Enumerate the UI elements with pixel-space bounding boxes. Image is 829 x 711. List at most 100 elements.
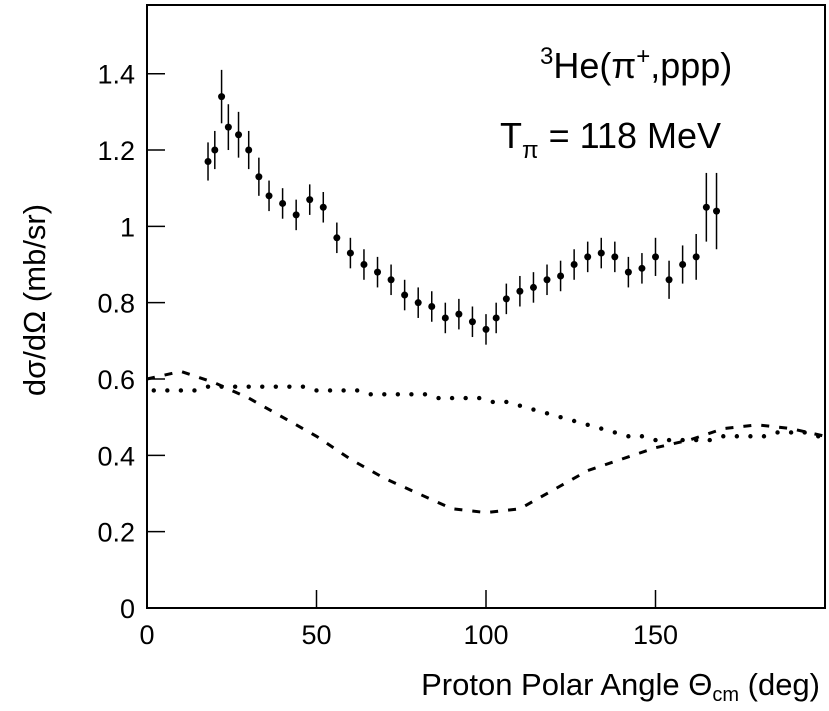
phase-space-dot (422, 392, 428, 397)
phase-space-dot (477, 395, 482, 401)
y-tick-label: 0.4 (97, 441, 135, 471)
phase-space-dot (517, 403, 523, 408)
data-point (265, 192, 273, 200)
data-point (306, 196, 314, 204)
data-point (333, 234, 341, 242)
phase-space-dot (504, 399, 509, 405)
data-point (611, 253, 619, 261)
phase-space-dot (531, 407, 536, 412)
data-point (218, 93, 226, 101)
data-point (414, 299, 422, 307)
data-point (692, 253, 700, 261)
data-point (584, 253, 592, 261)
y-tick-label: 0.8 (97, 289, 135, 319)
phase-space-dot (612, 430, 618, 435)
phase-space-dot (449, 395, 455, 401)
phase-space-dot (666, 437, 672, 443)
phase-space-dot (639, 434, 645, 439)
plot-frame (146, 4, 826, 609)
data-point (401, 291, 409, 299)
phase-space-dot (788, 430, 794, 435)
y-axis-label: dσ/dΩ (mb/sr) (17, 204, 52, 396)
phase-space-dot (599, 426, 604, 431)
phase-space-dot (707, 437, 712, 443)
data-point (319, 203, 327, 211)
data-point (441, 314, 449, 322)
phase-space-dot (287, 384, 292, 389)
x-tick-label: 0 (139, 620, 154, 650)
y-tick-label: 0.2 (97, 518, 135, 548)
phase-space-dot (165, 388, 170, 393)
data-point (211, 146, 219, 154)
data-point (543, 276, 551, 284)
data-point (702, 203, 710, 211)
phase-space-dot (409, 392, 414, 397)
phase-space-dot (761, 434, 767, 439)
data-point (713, 207, 721, 215)
phase-space-dot (314, 388, 319, 393)
phase-space-dot (626, 434, 631, 439)
data-point (492, 314, 500, 322)
energy-label: Tπ = 118 MeV (500, 115, 721, 164)
phase-space-dot (382, 392, 387, 397)
y-tick-label: 0.6 (97, 365, 135, 395)
phase-space-dot (178, 388, 184, 393)
data-point (624, 268, 632, 276)
phase-space-dot (775, 430, 780, 435)
phase-space-dot (395, 392, 401, 397)
phase-space-dot (558, 414, 563, 420)
data-point (482, 325, 490, 333)
x-tick-label: 50 (301, 620, 331, 650)
phase-space-dot (246, 384, 251, 389)
phase-space-dot (680, 437, 685, 443)
y-tick-label: 1.2 (97, 136, 135, 166)
phase-space-dot (734, 434, 740, 439)
y-tick-label: 0 (120, 594, 135, 624)
data-point (360, 261, 368, 269)
data-point (468, 318, 476, 326)
data-point (570, 261, 578, 269)
phase-space-dot (273, 384, 279, 389)
data-point (374, 268, 382, 276)
data-point (235, 131, 243, 139)
histogram-line (146, 369, 826, 515)
phase-space-dot (463, 395, 468, 401)
x-tick-label: 150 (633, 620, 678, 650)
data-point (279, 199, 287, 207)
phase-space-dot (490, 399, 495, 405)
data-point (428, 303, 436, 310)
data-point (387, 276, 395, 284)
data-point (455, 310, 463, 318)
phase-space-dot (721, 434, 726, 439)
data-point (204, 157, 212, 165)
phase-space-dot (232, 384, 238, 389)
phase-space-dot (151, 388, 156, 393)
data-point (292, 211, 300, 219)
phase-space-dot (354, 388, 360, 393)
reaction-label: 3He(π+,ppp) (540, 43, 732, 86)
y-tick-label: 1 (120, 212, 135, 242)
phase-space-dot (368, 392, 373, 397)
x-tick-label: 100 (463, 620, 508, 650)
phase-space-dot (653, 437, 658, 443)
data-point (652, 253, 659, 261)
data-point (679, 261, 687, 269)
phase-space-dot (327, 388, 333, 393)
data-point (665, 276, 673, 284)
data-point (638, 264, 646, 272)
phase-space-dot (544, 411, 550, 416)
phase-space-dot (571, 418, 577, 424)
phase-space-dot (436, 395, 441, 401)
phase-space-dot (300, 384, 306, 389)
data-point (346, 249, 354, 257)
phase-space-dot (585, 422, 590, 428)
data-point (516, 287, 524, 295)
data-point (255, 173, 263, 181)
phase-space-dot (192, 388, 197, 393)
data-point (597, 249, 605, 257)
phase-space-dot (341, 388, 346, 393)
data-point (557, 272, 565, 280)
phase-space-dot (260, 384, 265, 389)
phase-space-dot (205, 384, 211, 389)
